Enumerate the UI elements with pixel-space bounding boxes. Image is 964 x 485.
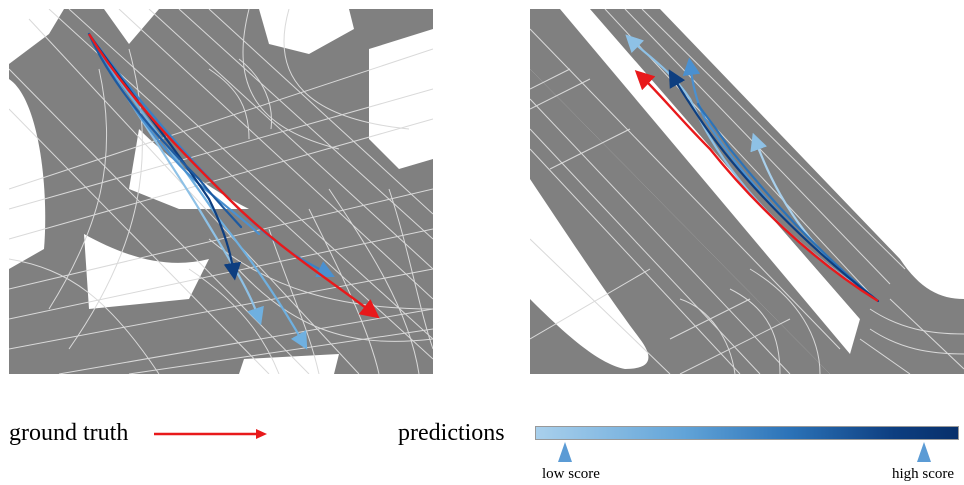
off-road-area bbox=[259, 9, 354, 54]
lane-lines bbox=[530, 9, 964, 374]
low-score-marker-icon bbox=[558, 442, 572, 462]
right-scene-map bbox=[530, 9, 964, 374]
left-scene-map bbox=[9, 9, 433, 374]
prediction-high-1 bbox=[668, 69, 880, 303]
off-road-area bbox=[129, 129, 249, 209]
median bbox=[560, 9, 860, 354]
road-surface bbox=[590, 9, 964, 374]
ground-truth-trajectory bbox=[87, 33, 380, 319]
off-road-area bbox=[84, 234, 209, 309]
road-surface bbox=[530, 9, 870, 374]
prediction-mid-2 bbox=[696, 102, 880, 303]
score-colorbar bbox=[535, 426, 959, 440]
predictions-legend-label: predictions bbox=[398, 420, 505, 446]
high-score-marker-icon bbox=[917, 442, 931, 462]
ground-truth-legend-arrow bbox=[154, 429, 267, 439]
off-road-area bbox=[9, 9, 64, 64]
ground-truth-trajectory bbox=[634, 70, 879, 303]
prediction-high-2 bbox=[87, 32, 243, 229]
ground-truth-legend-label: ground truth bbox=[9, 420, 129, 446]
high-score-label: high score bbox=[892, 466, 955, 482]
low-score-label: low score bbox=[542, 466, 600, 482]
off-road-area bbox=[9, 79, 46, 269]
off-road-area bbox=[104, 9, 159, 44]
off-road-area bbox=[369, 69, 433, 109]
